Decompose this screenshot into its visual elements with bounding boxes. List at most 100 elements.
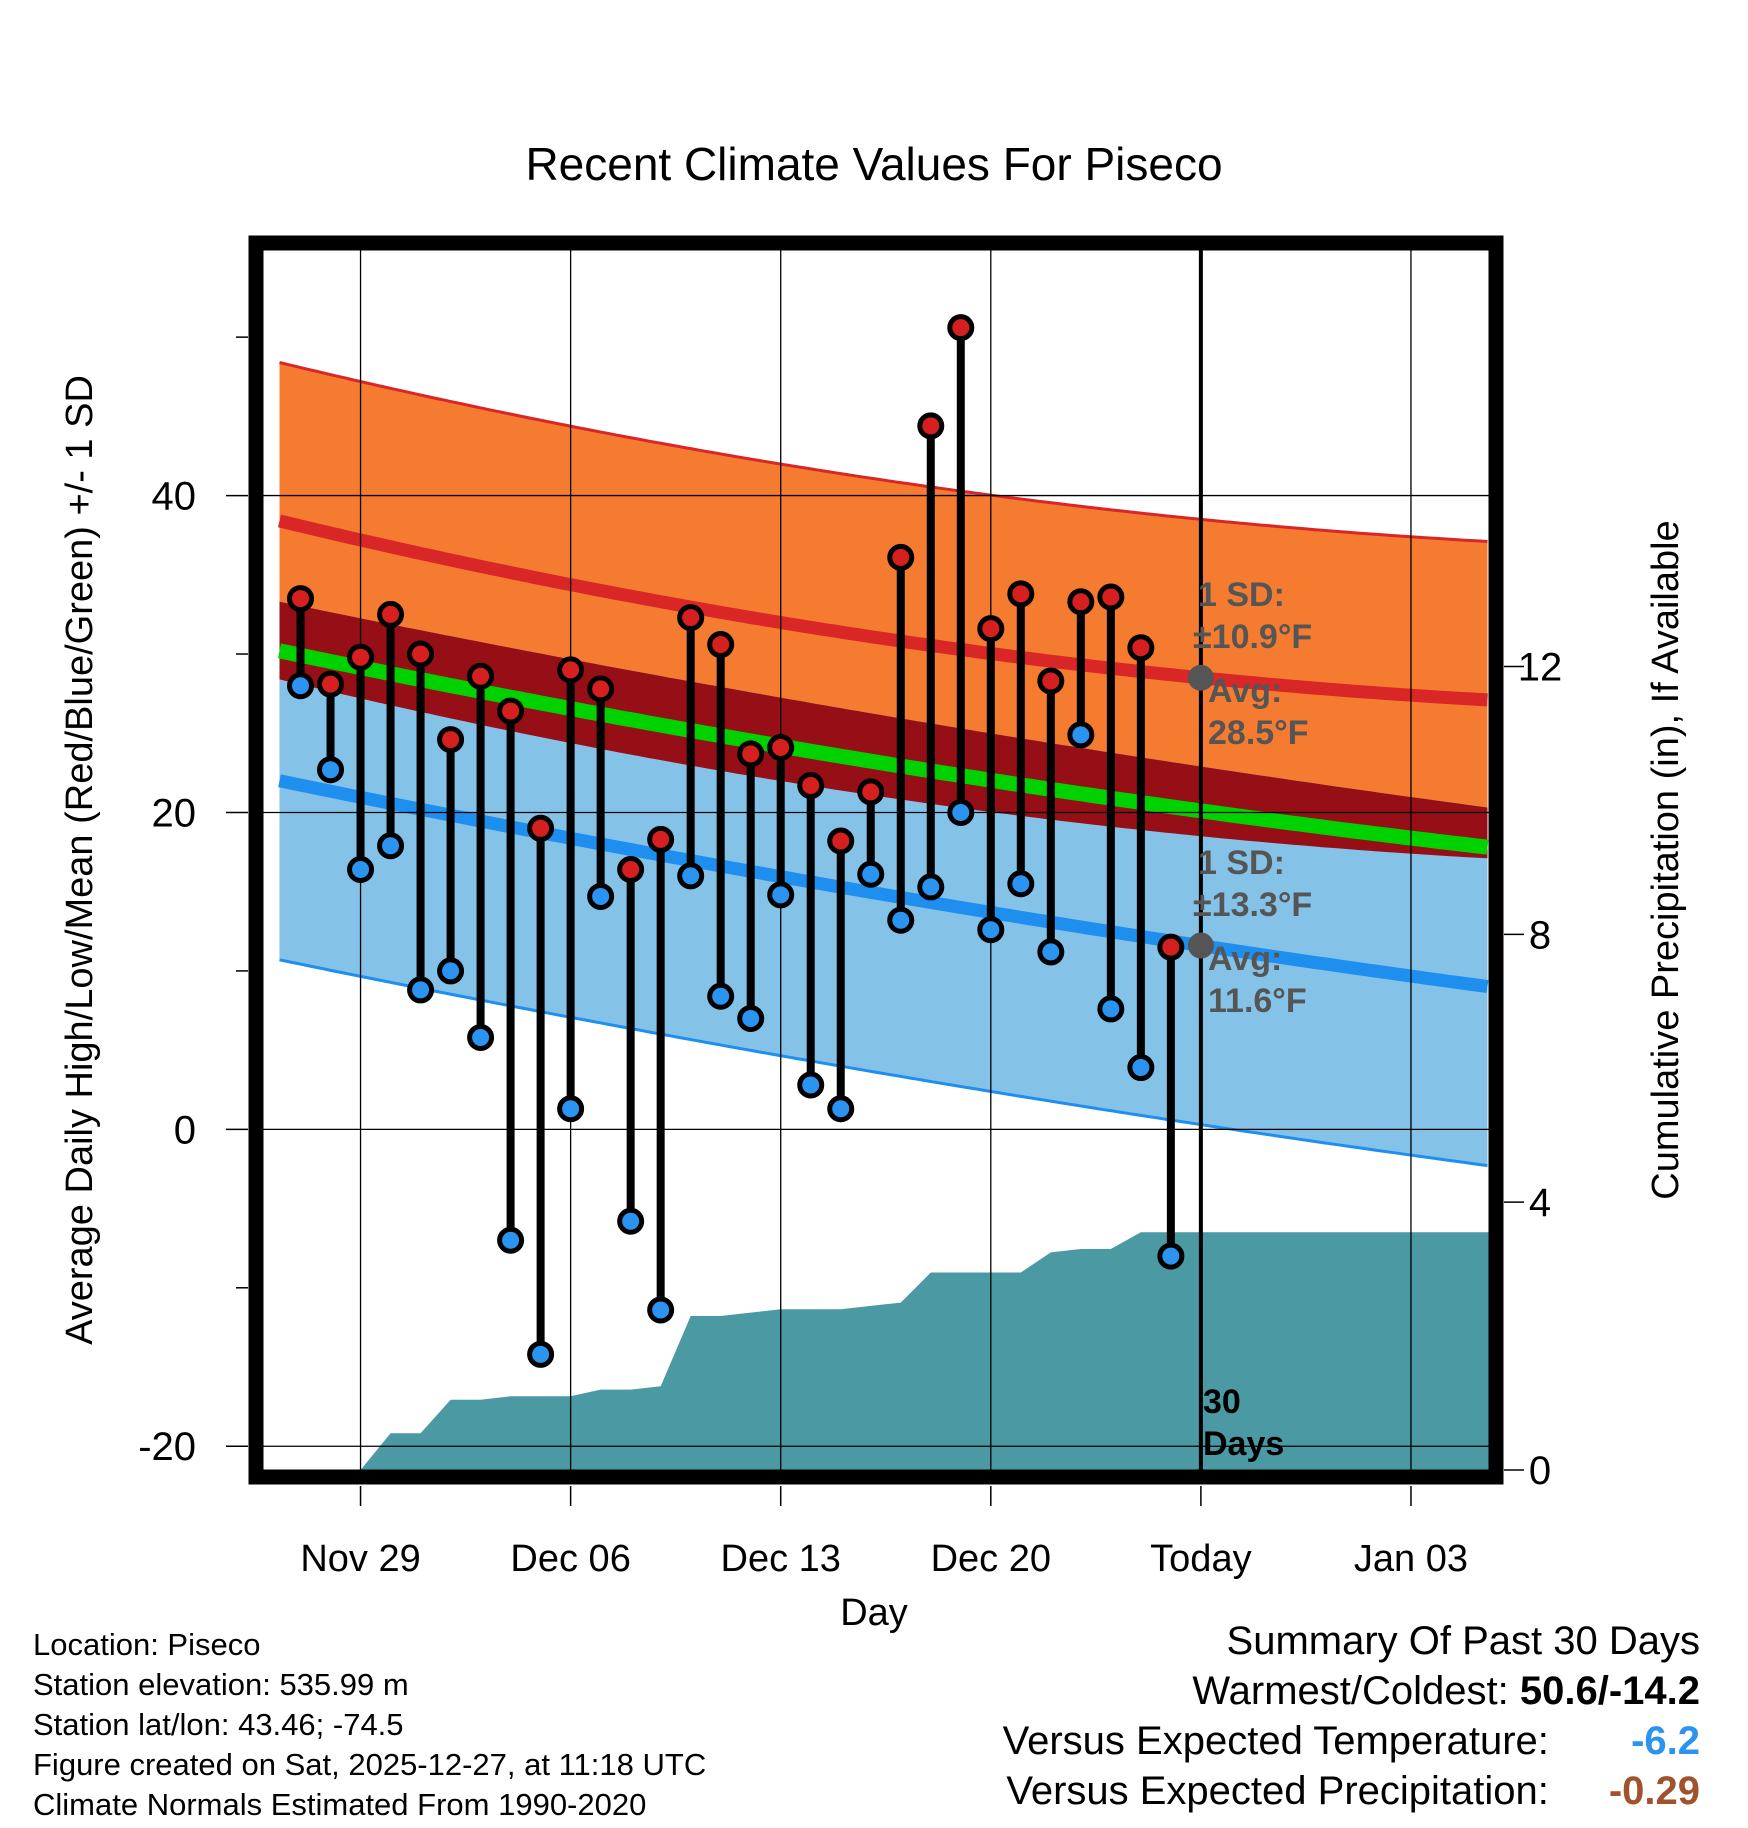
daily-low-marker [437,957,465,985]
daily-low-marker [857,860,885,888]
daily-high-marker [1037,667,1065,695]
x-tick-label: Jan 03 [1354,1538,1468,1580]
daily-high-marker [647,825,675,853]
daily-low-marker [497,1226,525,1254]
daily-low-marker [317,756,345,784]
daily-low-marker [1097,995,1125,1023]
daily-low-marker [1037,938,1065,966]
daily-high-marker [797,772,825,800]
y-axis-label: Average Daily High/Low/Mean (Red/Blue/Gr… [59,375,101,1345]
daily-high-marker [827,827,855,855]
daily-low-marker [587,882,615,910]
daily-low-marker [287,672,315,700]
high-sd-value-annotation: ±10.9°F [1193,618,1312,656]
daily-low-marker [797,1071,825,1099]
station-info: Location: Piseco Station elevation: 535.… [33,1625,706,1825]
warm-cold-value: 50.6/-14.2 [1519,1669,1700,1713]
daily-high-marker [1157,933,1185,961]
daily-high-marker [887,543,915,571]
daily-low-marker [947,798,975,826]
daily-low-marker [917,873,945,901]
temp-value: -6.2 [1631,1719,1700,1763]
x-axis-label: Day [840,1592,908,1634]
daily-high-marker [527,814,555,842]
daily-high-marker [497,697,525,725]
low-avg-value-annotation: 11.6°F [1208,982,1307,1020]
daily-markers [287,314,1185,1368]
normals-text: Climate Normals Estimated From 1990-2020 [33,1787,647,1822]
daily-high-marker [407,640,435,668]
daily-low-marker [1067,721,1095,749]
precipitation-area [360,1232,1489,1470]
daily-high-marker [287,585,315,613]
high-sd-annotation: 1 SD: [1198,576,1285,614]
daily-low-marker [887,906,915,934]
y-tick-label: -20 [138,1425,196,1469]
daily-high-marker [347,643,375,671]
daily-high-marker [317,670,345,698]
summary-title: Summary Of Past 30 Days [1226,1619,1700,1663]
daily-low-marker [707,982,735,1010]
daily-high-marker [917,412,945,440]
daily-high-marker [767,734,795,762]
precip-label: Versus Expected Precipitation: [1006,1769,1549,1813]
high-avg-annotation: Avg: [1208,672,1282,710]
daily-high-marker [707,631,735,659]
x-axis: Nov 29 Dec 06 Dec 13 Dec 20 Today Jan 03 [300,1486,1468,1580]
temp-label: Versus Expected Temperature: [1002,1719,1549,1763]
chart-title: Recent Climate Values For Piseco [525,138,1222,190]
daily-high-marker [1097,583,1125,611]
daily-high-marker [947,314,975,342]
x-tick-label: Nov 29 [300,1538,420,1580]
daily-high-marker [1007,580,1035,608]
precip-value: -0.29 [1608,1769,1700,1813]
elevation-text: Station elevation: 535.99 m [33,1667,409,1702]
y-tick-label: 20 [152,791,197,835]
latlon-text: Station lat/lon: 43.46; -74.5 [33,1707,404,1742]
daily-low-marker [467,1023,495,1051]
y2-tick-label: 12 [1518,645,1563,689]
daily-low-marker [1007,870,1035,898]
today-high-average-marker [1187,664,1214,691]
daily-high-marker [557,656,585,684]
daily-high-marker [467,662,495,690]
created-text: Figure created on Sat, 2025-12-27, at 11… [33,1747,707,1782]
daily-low-marker [347,856,375,884]
daily-low-marker [977,916,1005,944]
y2-tick-label: 8 [1529,913,1551,957]
daily-low-marker [647,1296,675,1324]
daily-low-marker [527,1340,555,1368]
precip-row: Versus Expected Precipitation: -0.29 [1003,1766,1700,1816]
warm-cold-label: Warmest/Coldest: [1192,1669,1509,1713]
daily-high-marker [437,726,465,754]
daily-high-marker [1067,588,1095,616]
daily-low-marker [737,1004,765,1032]
daily-low-marker [377,832,405,860]
right-y-axis: 0 4 8 12 [1504,645,1562,1493]
daily-low-marker [1157,1242,1185,1270]
daily-low-marker [677,862,705,890]
summary-panel: Summary Of Past 30 Days Warmest/Coldest:… [1003,1616,1700,1816]
y2-tick-label: 4 [1529,1181,1551,1225]
daily-low-marker [557,1095,585,1123]
daily-high-marker [857,778,885,806]
high-upper-sd-line [279,361,1488,543]
x-tick-label: Dec 13 [721,1538,841,1580]
daily-high-marker [977,615,1005,643]
high-avg-value-annotation: 28.5°F [1208,714,1309,752]
today-low-average-marker [1187,932,1214,959]
daily-high-marker [617,856,645,884]
y2-tick-label: 0 [1529,1449,1551,1493]
daily-range-stems [296,327,1175,1355]
left-y-axis: -20 0 20 40 [138,336,248,1469]
y2-axis-label: Cumulative Precipitation (in), If Availa… [1645,520,1687,1199]
low-sd-value-annotation: ±13.3°F [1193,886,1312,924]
x-tick-label: Dec 06 [510,1538,630,1580]
chart-annotations: 1 SD: ±10.9°F Avg: 28.5°F 1 SD: ±13.3°F … [1193,576,1312,1463]
location-text: Location: Piseco [33,1627,261,1662]
normal-bands [277,361,1489,1470]
low-sd-annotation: 1 SD: [1198,844,1285,882]
daily-low-marker [1127,1054,1155,1082]
warm-cold-row: Warmest/Coldest: 50.6/-14.2 [1003,1666,1700,1716]
